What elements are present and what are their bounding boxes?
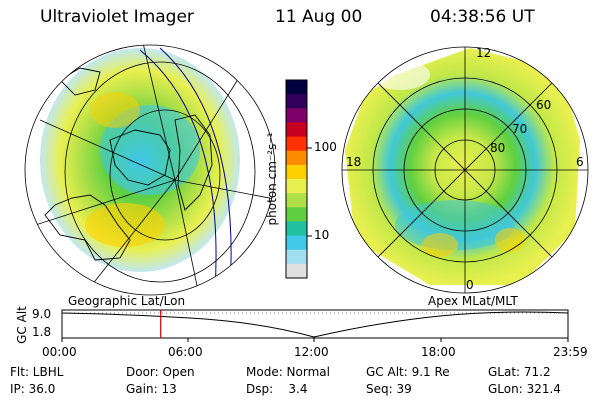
mag-panel-caption: Apex MLat/MLT <box>428 294 518 308</box>
glat-info: GLat: 71.2 <box>488 365 551 379</box>
mlat-label-60: 60 <box>536 98 552 112</box>
colorbar-step <box>286 108 307 123</box>
time-tick: 00:00 <box>42 345 77 359</box>
altitude-ytick-low: 1.8 <box>32 325 52 339</box>
altitude-plot <box>61 309 569 342</box>
door-info: Door: Open <box>126 365 195 379</box>
instrument-title: Ultraviolet Imager <box>40 7 194 27</box>
gc-alt-info: GC Alt: 9.1 Re <box>366 365 450 379</box>
geo-disc-outline <box>24 44 276 296</box>
time-tick: 23:59 <box>553 345 588 359</box>
date-label: 11 Aug 00 <box>275 7 363 27</box>
altitude-curve <box>61 311 569 338</box>
gain-info: Gain: 13 <box>126 382 177 396</box>
ip-info: IP: 36.0 <box>10 382 56 396</box>
geo-panel-caption: Geographic Lat/Lon <box>68 294 186 308</box>
time-label: 04:38:56 UT <box>430 7 535 27</box>
colorbar-tick-10: 10 <box>314 228 330 242</box>
colorbar <box>285 79 312 279</box>
dsp-info: Dsp: 3.4 <box>246 382 308 396</box>
magnetic-image-panel <box>341 46 589 294</box>
colorbar-step <box>286 207 307 222</box>
altitude-ytick-high: 9.0 <box>32 307 52 321</box>
time-tick: 06:00 <box>168 345 203 359</box>
glon-info: GLon: 321.4 <box>488 382 561 396</box>
seq-info: Seq: 39 <box>366 382 412 396</box>
mlt-label-12: 12 <box>476 46 492 60</box>
filter-info: Flt: LBHL <box>10 365 64 379</box>
mode-info: Mode: Normal <box>246 365 330 379</box>
altitude-axis-label: GC Alt <box>15 306 29 344</box>
colorbar-unit-label: photon cm⁻²s⁻¹ <box>265 132 279 226</box>
colorbar-step <box>286 164 307 180</box>
colorbar-step <box>286 80 307 95</box>
colorbar-step <box>286 263 307 279</box>
colorbar-step <box>286 122 307 138</box>
mlat-label-80: 80 <box>490 141 506 155</box>
colorbar-step <box>286 150 307 166</box>
colorbar-step <box>286 179 307 194</box>
colorbar-step <box>286 94 307 109</box>
geographic-image-panel <box>24 44 276 296</box>
colorbar-step <box>286 193 307 208</box>
geo-latitude-circle <box>109 109 221 241</box>
colorbar-step <box>286 235 307 251</box>
coastline-outline <box>44 194 131 261</box>
colorbar-step <box>286 221 307 237</box>
colorbar-step <box>286 136 307 152</box>
mlat-label-70: 70 <box>512 122 528 136</box>
geo-meridian-line <box>39 119 176 181</box>
time-tick: 18:00 <box>421 345 456 359</box>
time-tick: 12:00 <box>294 345 329 359</box>
colorbar-tick-100: 100 <box>314 140 337 154</box>
mlt-label-0: 0 <box>466 278 474 292</box>
mlt-label-6: 6 <box>576 155 584 169</box>
colorbar-step <box>286 249 307 265</box>
mlt-label-18: 18 <box>346 155 362 169</box>
